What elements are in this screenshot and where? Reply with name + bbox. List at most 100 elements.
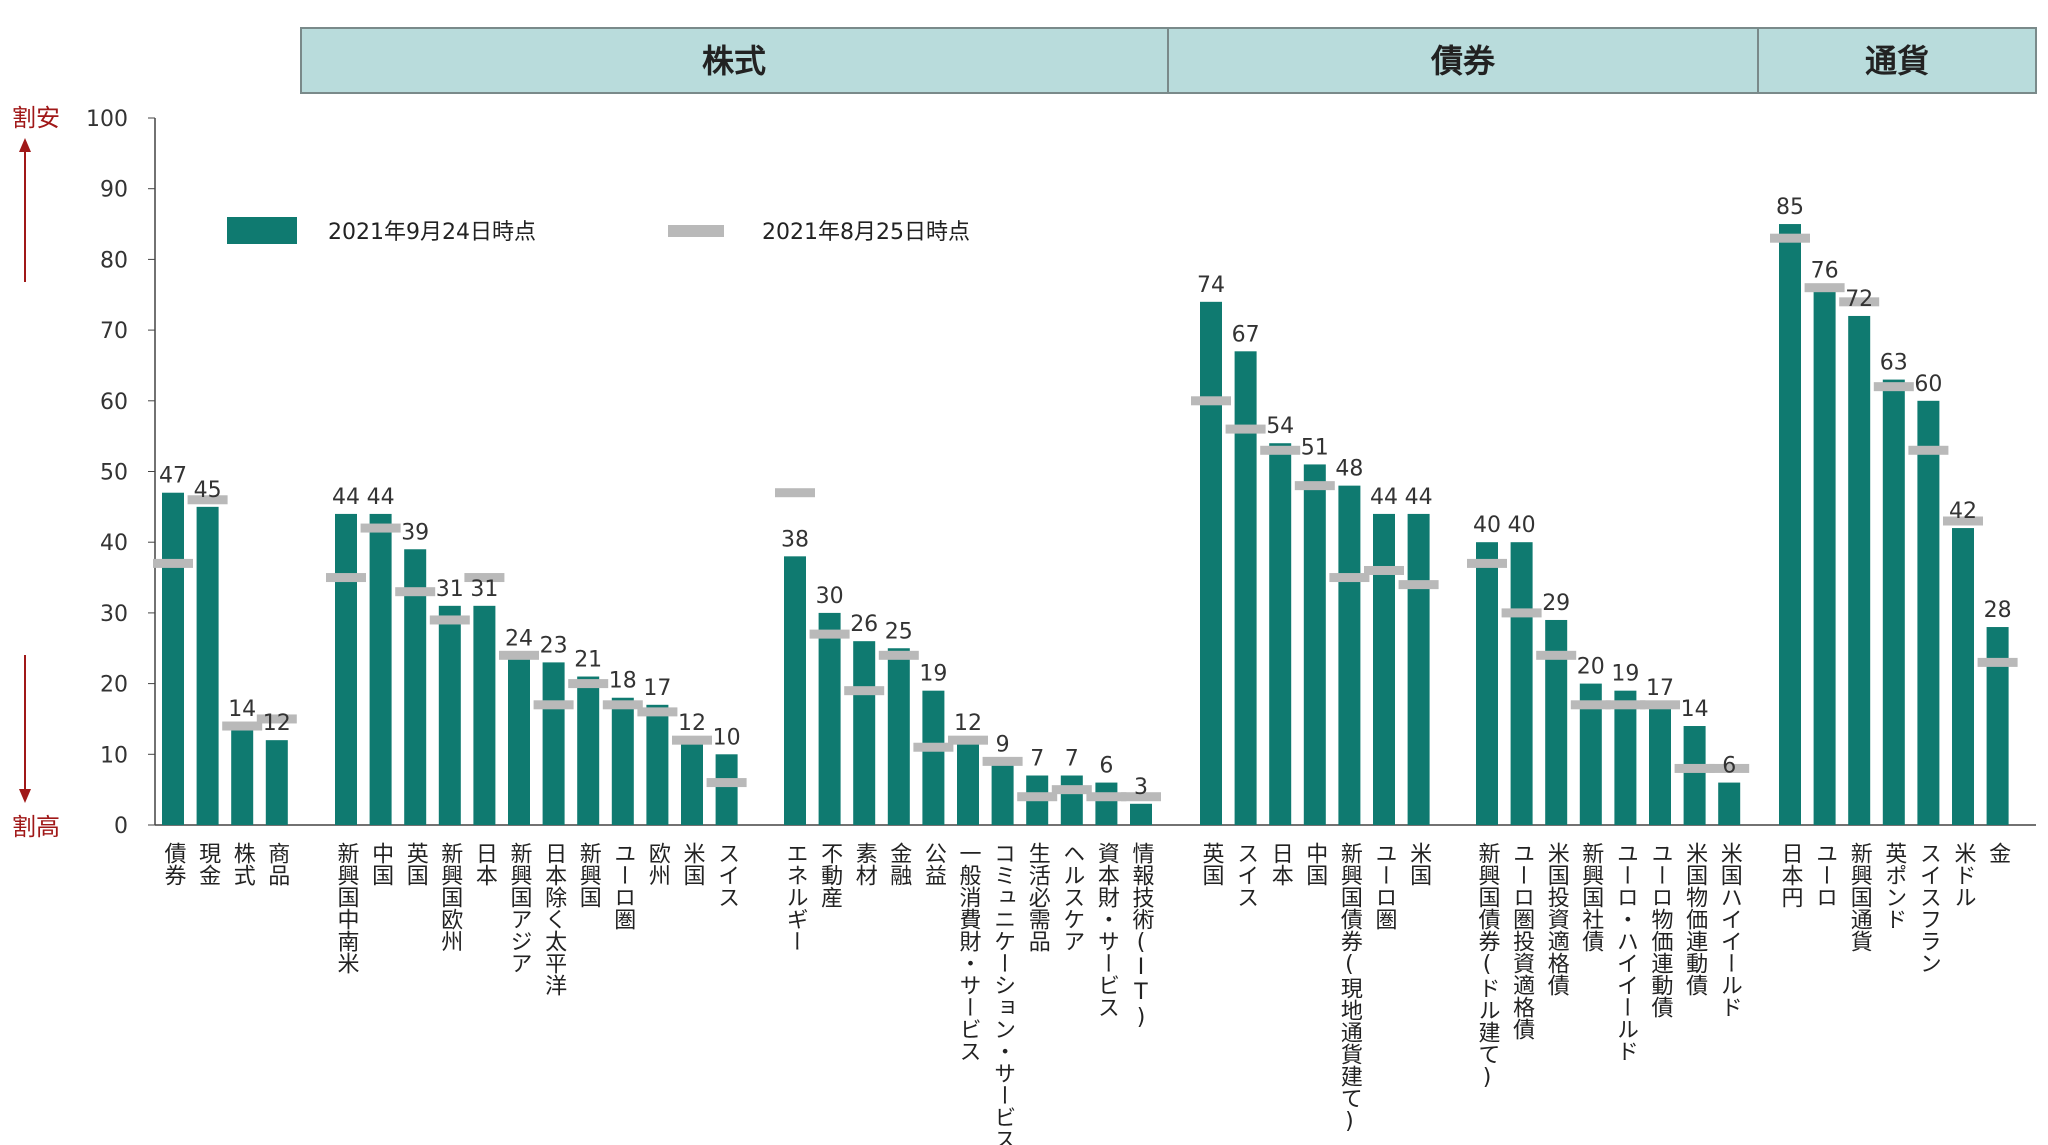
category-label: ユーロ・ハイイールド: [1613, 842, 1638, 1062]
bar-current: [1683, 726, 1706, 825]
marker-previous: [1191, 396, 1231, 406]
marker-previous: [844, 686, 885, 696]
marker-previous: [982, 756, 1023, 766]
marker-previous: [1294, 481, 1335, 491]
marker-previous: [1605, 700, 1646, 710]
bar-value-label: 23: [540, 633, 568, 658]
bar-current: [404, 549, 427, 825]
bar-current: [1373, 513, 1395, 825]
bar-value-label: 12: [954, 711, 982, 736]
marker-previous: [1640, 700, 1680, 710]
bar-current: [231, 726, 254, 825]
marker-previous: [533, 700, 574, 710]
marker-previous: [499, 650, 539, 660]
bar-current: [1579, 683, 1602, 825]
bar-current: [1095, 782, 1118, 825]
marker-previous: [1364, 565, 1404, 575]
bar-value-label: 7: [1030, 747, 1044, 772]
marker-previous: [222, 721, 263, 731]
marker-previous: [1225, 424, 1266, 434]
bar-value-label: 85: [1776, 195, 1804, 220]
category-label: 米国物価連動債: [1682, 842, 1708, 996]
category-label: 英ポンド: [1881, 842, 1907, 930]
marker-previous: [568, 679, 609, 689]
marker-previous: [1467, 558, 1507, 568]
bar-current: [196, 506, 219, 825]
bar-current: [715, 754, 738, 825]
category-label: 一般消費財・サービス: [956, 842, 982, 1062]
category-label: 商品: [264, 842, 289, 886]
bar-current: [369, 513, 392, 825]
bar-current: [1130, 803, 1152, 825]
category-label: 日本: [1268, 842, 1294, 886]
bar-value-label: 31: [436, 577, 464, 602]
marker-previous: [913, 742, 954, 752]
category-label: 資本財・サービス: [1094, 842, 1120, 1018]
category-label: 株式: [230, 842, 256, 886]
category-label: 新興国債券(現地通貨建て): [1337, 842, 1363, 1134]
category-label: 現金: [195, 842, 221, 886]
y-tick-label: 30: [100, 602, 128, 627]
category-label: ユーロ圏投資適格債: [1509, 842, 1535, 1040]
bar-value-label: 44: [332, 485, 360, 510]
bar-value-label: 24: [505, 626, 533, 651]
category-label: 金融: [886, 842, 912, 886]
marker-previous: [1536, 650, 1577, 660]
bar-value-label: 51: [1301, 435, 1329, 460]
bar-value-label: 63: [1880, 351, 1908, 376]
bar-current: [681, 740, 703, 825]
bar-current: [853, 641, 876, 825]
bar-current: [1545, 619, 1568, 825]
bar-value-label: 9: [996, 732, 1010, 757]
bar-value-label: 44: [367, 485, 395, 510]
y-axis-ticks: 0 10 20 30 40 50 60 70 80 90 100: [86, 107, 155, 839]
category-label: 新興国債券(ドル建て): [1475, 842, 1501, 1090]
category-label: 新興国: [576, 842, 602, 908]
bar-value-label: 6: [1722, 754, 1736, 779]
bar-value-label: 40: [1473, 513, 1501, 538]
bar-value-label: 29: [1542, 591, 1570, 616]
bar-current: [991, 761, 1014, 825]
bar-value-label: 60: [1914, 372, 1942, 397]
category-label: 米国ハイイールド: [1717, 842, 1743, 1018]
marker-previous: [672, 735, 712, 745]
down-arrowhead-icon: [19, 789, 31, 803]
category-label: スイスフラン: [1916, 842, 1941, 974]
bar-current: [1338, 485, 1361, 825]
category-label: 日本円: [1778, 842, 1804, 908]
marker-previous: [1329, 573, 1370, 583]
header-box-equity: [300, 27, 1169, 94]
bar-current: [1917, 400, 1940, 825]
marker-previous: [878, 650, 919, 660]
bar-current: [887, 648, 910, 825]
bar-value-label: 42: [1949, 499, 1977, 524]
bar-current: [1986, 627, 2009, 825]
marker-previous: [360, 523, 401, 533]
bar-current: [162, 492, 184, 825]
marker-previous: [1977, 657, 2018, 667]
bar-value-label: 54: [1266, 414, 1294, 439]
bar-current: [1718, 782, 1741, 825]
bar-value-label: 67: [1232, 322, 1260, 347]
marker-previous: [256, 714, 297, 724]
category-label: 新興国欧州: [437, 842, 463, 952]
category-label: ユーロ圏: [610, 842, 635, 930]
marker-previous: [1839, 297, 1880, 307]
bar-value-label: 10: [713, 725, 741, 750]
marker-previous: [1908, 445, 1949, 455]
y-tick-label: 40: [100, 531, 128, 556]
bar-value-label: 38: [781, 527, 809, 552]
bar-current: [508, 655, 530, 825]
category-label: 新興国社債: [1578, 842, 1604, 952]
bar-current: [1476, 542, 1498, 825]
marker-previous: [1943, 516, 1983, 526]
bar-current: [1269, 443, 1292, 825]
legend-label-current: 2021年9月24日時点: [328, 220, 536, 245]
category-label: 不動産: [817, 842, 843, 908]
bar-value-label: 14: [228, 697, 256, 722]
category-label: 債券: [161, 842, 187, 886]
category-label: 新興国アジア: [507, 842, 533, 974]
bar-value-label: 48: [1335, 457, 1363, 482]
bar-current: [784, 556, 806, 825]
bar-value-label: 28: [1984, 598, 2012, 623]
